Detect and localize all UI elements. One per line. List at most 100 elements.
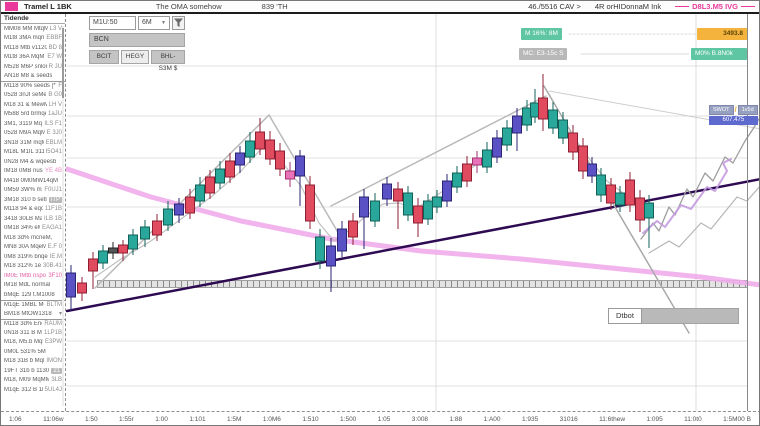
list-item[interactable]: M418 0M0MW14qM — [1, 176, 65, 186]
list-item[interactable]: IM0E tMtb nspoM3F10 — [1, 271, 65, 281]
list-item[interactable]: M118 94 & eqoolas11F1B — [1, 205, 65, 215]
quantity-input[interactable]: M1U:50 — [89, 16, 136, 30]
x-axis-label: 11:0t0 — [684, 416, 702, 423]
candle-body — [152, 220, 162, 236]
extra-order-button[interactable]: BHL-S3M $ — [151, 50, 185, 72]
list-item[interactable]: M18, M5.b MqMnE3PW — [1, 338, 65, 348]
list-item[interactable]: MM08 MM MtqM L3 V — [1, 24, 65, 34]
list-item[interactable]: M18, M09 MqMM 3LB — [1, 376, 65, 386]
list-item[interactable]: 0M8 319% bnqee IE.M — [1, 252, 65, 262]
list-item[interactable]: M528 M6P snlom R JU — [1, 62, 65, 72]
list-item[interactable]: MN8 30A MqeM E.F 0 — [1, 243, 65, 253]
row-label: 3418 30LB Malsee — [4, 215, 42, 222]
candle-body — [502, 127, 512, 146]
dtbot-button[interactable]: Dtbot — [608, 308, 642, 324]
list-item[interactable]: IM18 0MB nuseMYE 4B — [1, 167, 65, 177]
swot-buy-button[interactable]: 1v5d — [737, 105, 758, 115]
list-item[interactable]: 0N18 311 B MqM1LP1B — [1, 328, 65, 338]
row-label: M18L M1IL 31104 — [4, 149, 44, 156]
list-item[interactable]: 3418 30LB MalseeILB 1B — [1, 214, 65, 224]
row-label: 0M8 319% bnqee — [4, 253, 48, 260]
candle-body — [635, 197, 645, 221]
list-item[interactable]: 0N28 M4 & wqeesb — [1, 157, 65, 167]
candle-body — [348, 220, 358, 238]
sidebar-scrollbar[interactable] — [61, 26, 64, 406]
list-item[interactable]: 3N18 31M mqM EBLM — [1, 138, 65, 148]
row-value: BD 8 — [48, 44, 62, 51]
candle-body — [423, 200, 433, 220]
list-item[interactable]: M118 Mtb v1120 BD 8 — [1, 43, 65, 53]
row-label: M1t8 36A MqM — [4, 54, 45, 61]
gray-zigzag-2 — [648, 186, 759, 254]
x-axis-label: 1:50 — [84, 416, 98, 423]
sell-button[interactable]: BCN — [89, 33, 185, 47]
mid-button[interactable]: HEGY — [121, 50, 149, 64]
x-axis-label: 1:00 — [155, 416, 168, 423]
x-axis-label: 1:510 — [302, 416, 319, 423]
filter-button[interactable] — [172, 16, 185, 30]
candle-body — [442, 180, 452, 202]
list-item[interactable]: M18 31 & MewM LH V — [1, 100, 65, 110]
row-label: MM08 MM MtqM — [4, 25, 48, 32]
list-item[interactable]: AN18 M8 & seeds — [1, 72, 65, 82]
list-item[interactable]: 0M59 3W% mamt8F0UJ1 — [1, 186, 65, 196]
swot-sell-button[interactable]: SWOT — [709, 105, 734, 115]
list-item[interactable]: M18 312% 1e52930B.41 — [1, 262, 65, 272]
x-axis-label: 1:06 — [9, 416, 22, 423]
row-value: ITP — [48, 196, 62, 203]
top-toolbar: Tramel L 1BK The OMA somehow 839 'TH 46.… — [1, 1, 759, 14]
row-label: M588 5rd brmqee — [4, 111, 46, 118]
candle-body — [88, 258, 98, 272]
list-item[interactable]: M1t8 3MA mqne EBBF — [1, 34, 65, 44]
candle-body — [108, 247, 118, 254]
row-label: M18, M09 MqMM — [4, 377, 50, 384]
row-label: 19FT 31b b 11301 — [4, 367, 50, 374]
candle-body — [568, 132, 578, 153]
list-item[interactable]: M1qE 312 B 1M10B5UL4J — [1, 385, 65, 395]
candle-body — [326, 245, 336, 267]
list-item[interactable]: 0M18 34% eMqeeEAGA1 — [1, 224, 65, 234]
x-axis-label: 1:095 — [646, 416, 663, 423]
list-item[interactable]: 0528 M9A MqM E 3J0 — [1, 129, 65, 139]
list-item[interactable]: 3M18 310 b setl01ITP — [1, 195, 65, 205]
list-item[interactable]: M18 31B b MqM IMON — [1, 357, 65, 367]
x-axis-label: 11:06w — [43, 416, 64, 423]
list-item[interactable]: M18L M1IL 31104I5O41 — [1, 148, 65, 158]
x-axis-label: 1:55r — [119, 416, 134, 423]
candle-body — [538, 97, 548, 120]
list-item[interactable]: 3M1, 3119 MqMILS F1 — [1, 119, 65, 129]
price-tag-orange: 3493.8 — [697, 28, 747, 40]
row-value: E 3J0 — [46, 130, 62, 137]
list-item[interactable]: M118 90% seeds [** F — [1, 81, 65, 91]
list-item[interactable]: bMqE 129 t.M1008 — [1, 290, 65, 300]
scrollbar-thumb[interactable] — [61, 28, 64, 98]
time-axis[interactable]: 1:06 11:06w 1:50 1:55r 1:00 1:101 1:5M 1:0M6 1:5… — [1, 411, 759, 425]
gray-downtrend — [543, 85, 690, 334]
x-axis-label: 1:935 — [521, 416, 539, 423]
list-item[interactable]: BM18 MtOW1318 ▾ — [1, 309, 65, 319]
order-badge[interactable]: MC: E3-15c S — [519, 48, 568, 60]
candle-body — [205, 176, 215, 194]
row-value: E7 W — [47, 54, 62, 61]
list-item[interactable]: 0528 3nJI seMet B G0 — [1, 91, 65, 101]
row-label: 0M59 3W% mamt8 — [4, 187, 42, 194]
row-label: M118 94 & eqoolas — [4, 206, 43, 213]
brand-logo-icon — [5, 2, 18, 11]
list-item[interactable]: M588 5rd brmqee1aJU — [1, 110, 65, 120]
list-item[interactable]: M1qE 1MBL M010BLTM — [1, 299, 65, 310]
list-item[interactable]: lM18 MdL normal — [1, 281, 65, 291]
timeframe-select[interactable]: 6M ▼ — [138, 16, 170, 30]
list-item[interactable]: M18 3d% mcneM, — [1, 233, 65, 243]
position-badge[interactable]: M 16%: 8M — [521, 28, 562, 40]
buy-button[interactable]: BCIT — [89, 50, 119, 64]
candle-body — [452, 172, 462, 188]
list-item[interactable]: M118 3d% EnqMRAUM — [1, 318, 65, 329]
list-item[interactable]: 0M0L 531% 5M — [1, 347, 65, 357]
list-item[interactable]: 19FT 31b b 11301 21 — [1, 366, 65, 376]
toolbar-account-info[interactable]: 46./5516 CAV > — [528, 2, 581, 11]
toolbar-subtitle: The OMA somehow — [155, 2, 222, 11]
list-item[interactable]: M1t8 36A MqM E7 W — [1, 53, 65, 63]
candle-body — [275, 150, 285, 170]
